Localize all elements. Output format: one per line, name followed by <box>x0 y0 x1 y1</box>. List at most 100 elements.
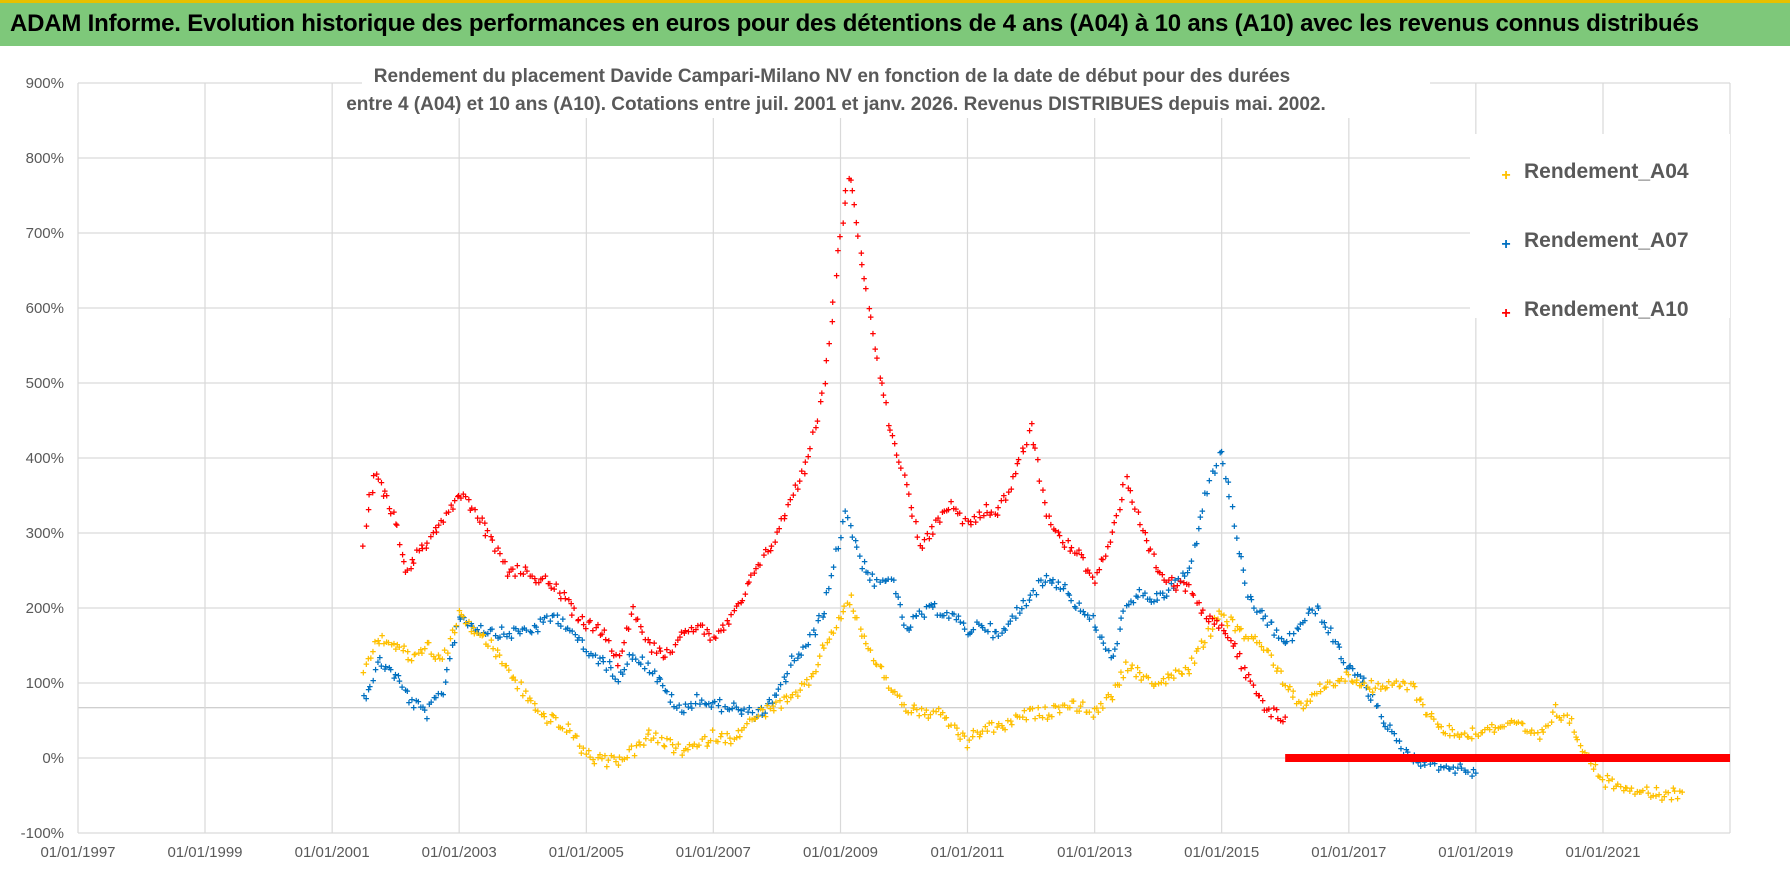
data-point: + <box>455 491 461 503</box>
data-point: + <box>453 620 459 632</box>
data-point: + <box>668 690 674 702</box>
data-point: + <box>419 544 425 556</box>
data-point: + <box>1261 705 1267 717</box>
data-point: + <box>961 731 967 743</box>
data-point: + <box>1030 586 1036 598</box>
data-point: + <box>823 356 829 368</box>
subtitle-background <box>362 60 1430 118</box>
data-point: + <box>1095 707 1101 719</box>
data-point: + <box>639 627 645 639</box>
legend-background <box>1470 134 1730 318</box>
data-point: + <box>914 704 920 716</box>
data-point: + <box>366 490 372 502</box>
data-point: + <box>574 731 580 743</box>
data-point: + <box>861 557 867 569</box>
y-tick-label: 400% <box>26 450 64 467</box>
data-point: + <box>411 649 417 661</box>
data-point: + <box>1627 786 1633 798</box>
data-point: + <box>404 565 410 577</box>
data-point: + <box>480 630 486 642</box>
data-point: + <box>1097 632 1103 644</box>
data-point: + <box>410 558 416 570</box>
data-point: + <box>1212 468 1218 480</box>
data-point: + <box>533 622 539 634</box>
data-point: + <box>1160 673 1166 685</box>
data-point: + <box>916 710 922 722</box>
data-point: + <box>844 598 850 610</box>
data-point: + <box>1317 679 1323 691</box>
data-point: + <box>1590 764 1596 776</box>
data-point: + <box>1039 713 1045 725</box>
data-point: + <box>888 685 894 697</box>
data-point: + <box>1369 687 1375 699</box>
data-point: + <box>532 574 538 586</box>
data-point: + <box>1304 696 1310 708</box>
data-point: + <box>1196 598 1202 610</box>
data-point: + <box>718 625 724 637</box>
data-point: + <box>1282 681 1288 693</box>
data-point: + <box>891 575 897 587</box>
data-point: + <box>1065 702 1071 714</box>
data-point: + <box>1086 614 1092 626</box>
data-point: + <box>547 579 553 591</box>
data-point: + <box>1092 622 1098 634</box>
data-point: + <box>1174 581 1180 593</box>
data-point: + <box>1206 476 1212 488</box>
data-point: + <box>1102 551 1108 563</box>
data-point: + <box>531 621 537 633</box>
data-point: + <box>1223 474 1229 486</box>
data-point: + <box>837 231 843 243</box>
data-point: + <box>1645 788 1651 800</box>
data-point: + <box>1155 679 1161 691</box>
data-point: + <box>656 643 662 655</box>
data-point: + <box>1417 695 1423 707</box>
data-point: + <box>976 507 982 519</box>
data-point: + <box>619 646 625 658</box>
data-point: + <box>842 198 848 210</box>
data-point: + <box>1671 786 1677 798</box>
data-point: + <box>1231 521 1237 533</box>
data-point: + <box>1103 693 1109 705</box>
data-point: + <box>1278 666 1284 678</box>
data-point: + <box>733 702 739 714</box>
data-point: + <box>538 574 544 586</box>
data-point: + <box>965 630 971 642</box>
data-point: + <box>751 568 757 580</box>
data-point: + <box>540 617 546 629</box>
data-point: + <box>974 617 980 629</box>
data-point: + <box>1497 722 1503 734</box>
data-point: + <box>1098 698 1104 710</box>
data-point: + <box>1083 566 1089 578</box>
data-point: + <box>728 739 734 751</box>
legend-label-a07: Rendement_A07 <box>1524 229 1689 252</box>
data-point: + <box>1151 549 1157 561</box>
data-point: + <box>1479 727 1485 739</box>
chart-subtitle-line-1: Rendement du placement Davide Campari-Mi… <box>374 66 1290 87</box>
data-point: + <box>841 601 847 613</box>
data-point: + <box>1189 589 1195 601</box>
data-point: + <box>1236 648 1242 660</box>
data-point: + <box>1228 635 1234 647</box>
data-point: + <box>461 613 467 625</box>
data-point: + <box>752 714 758 726</box>
data-point: + <box>600 657 606 669</box>
data-point: + <box>899 699 905 711</box>
data-point: + <box>1013 613 1019 625</box>
data-point: + <box>988 718 994 730</box>
data-point: + <box>781 672 787 684</box>
data-point: + <box>1566 718 1572 730</box>
data-point: + <box>1259 605 1265 617</box>
data-point: + <box>1023 439 1029 451</box>
x-tick-label: 01/01/2007 <box>676 844 751 861</box>
data-point: + <box>926 600 932 612</box>
data-point: + <box>1084 707 1090 719</box>
data-point: + <box>1422 760 1428 772</box>
data-point: + <box>638 621 644 633</box>
data-point: + <box>810 668 816 680</box>
data-point: + <box>433 527 439 539</box>
data-point: + <box>628 609 634 621</box>
data-point: + <box>587 616 593 628</box>
data-point: + <box>1354 670 1360 682</box>
data-point: + <box>1098 554 1104 566</box>
data-point: + <box>796 476 802 488</box>
